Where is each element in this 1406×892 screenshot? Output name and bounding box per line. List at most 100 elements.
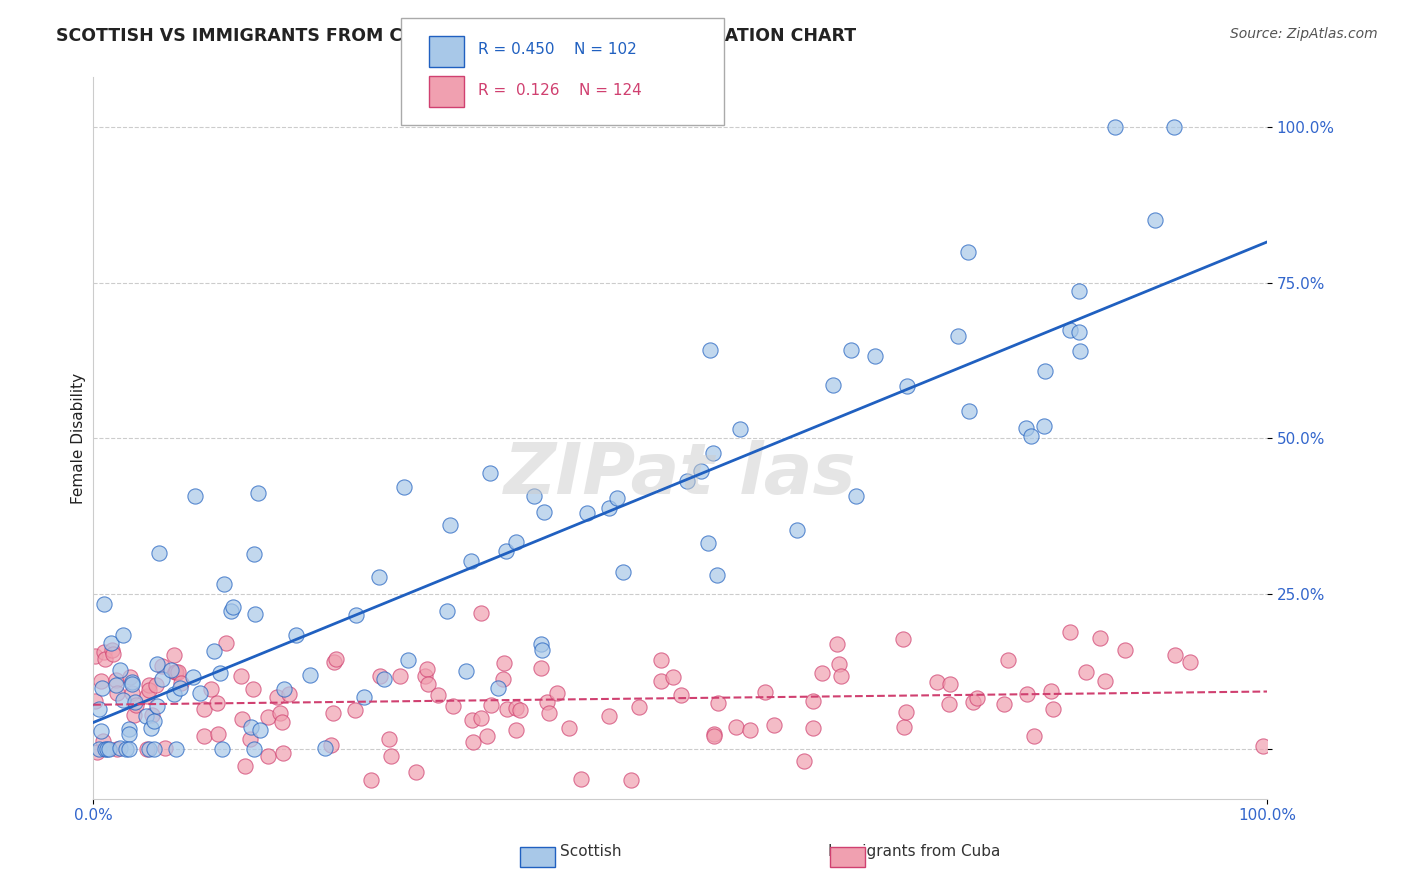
Point	[153, 740, 176, 755]
Point	[83, 693, 105, 707]
Point	[495, 544, 517, 558]
Point	[531, 643, 554, 657]
Point	[703, 729, 725, 743]
Point	[1074, 665, 1097, 679]
Point	[724, 720, 747, 734]
Point	[505, 534, 527, 549]
Point	[494, 656, 516, 670]
Point	[256, 709, 278, 723]
Point	[1017, 687, 1039, 701]
Point	[90, 673, 112, 688]
Point	[162, 687, 184, 701]
Point	[184, 489, 207, 503]
Point	[193, 702, 215, 716]
Point	[233, 759, 256, 773]
Point	[1069, 344, 1091, 359]
Point	[105, 678, 128, 692]
Point	[620, 773, 643, 788]
Text: R = 0.450    N = 102: R = 0.450 N = 102	[478, 42, 637, 56]
Point	[728, 422, 751, 436]
Point	[1143, 212, 1166, 227]
Point	[689, 464, 711, 478]
Point	[135, 709, 157, 723]
Point	[207, 727, 229, 741]
Point	[270, 714, 292, 729]
Point	[598, 501, 620, 516]
Point	[360, 773, 382, 788]
Point	[215, 635, 238, 649]
Point	[163, 648, 186, 662]
Point	[427, 688, 450, 702]
Point	[697, 536, 720, 550]
Point	[243, 607, 266, 621]
Point	[1033, 419, 1056, 434]
Point	[569, 772, 592, 787]
Point	[146, 657, 169, 671]
Point	[212, 577, 235, 591]
Point	[957, 244, 980, 259]
Point	[530, 660, 553, 674]
Point	[117, 723, 139, 737]
Point	[118, 727, 141, 741]
Text: R =  0.126    N = 124: R = 0.126 N = 124	[478, 84, 641, 98]
Point	[830, 668, 852, 682]
Point	[121, 677, 143, 691]
Point	[121, 686, 143, 700]
Point	[463, 735, 485, 749]
Point	[828, 657, 851, 671]
Point	[793, 754, 815, 768]
Point	[1090, 631, 1112, 645]
Point	[1251, 739, 1274, 753]
Point	[112, 627, 135, 641]
Point	[94, 742, 117, 756]
Point	[243, 742, 266, 756]
Point	[165, 742, 187, 756]
Point	[706, 568, 728, 582]
Point	[101, 643, 124, 657]
Point	[170, 675, 193, 690]
Point	[165, 665, 187, 679]
Point	[1067, 325, 1090, 339]
Point	[231, 712, 253, 726]
Point	[323, 655, 346, 669]
Point	[86, 745, 108, 759]
Point	[271, 746, 294, 760]
Point	[1114, 643, 1136, 657]
Point	[893, 720, 915, 734]
Point	[523, 489, 546, 503]
Point	[675, 474, 697, 488]
Point	[143, 742, 166, 756]
Point	[740, 723, 762, 738]
Point	[94, 652, 117, 666]
Point	[479, 698, 502, 712]
Point	[209, 666, 232, 681]
Point	[486, 681, 509, 695]
Point	[1015, 421, 1038, 435]
Point	[90, 681, 112, 695]
Point	[461, 713, 484, 727]
Point	[125, 698, 148, 712]
Point	[278, 687, 301, 701]
Point	[495, 702, 517, 716]
Point	[105, 742, 128, 756]
Point	[703, 726, 725, 740]
Point	[1178, 655, 1201, 669]
Point	[896, 378, 918, 392]
Point	[93, 645, 115, 659]
Point	[478, 467, 501, 481]
Point	[946, 329, 969, 343]
Point	[392, 480, 415, 494]
Point	[96, 742, 118, 756]
Point	[121, 674, 143, 689]
Point	[239, 731, 262, 746]
Point	[380, 748, 402, 763]
Point	[378, 731, 401, 746]
Point	[925, 675, 948, 690]
Point	[416, 677, 439, 691]
Point	[650, 653, 672, 667]
Point	[181, 669, 204, 683]
Point	[863, 349, 886, 363]
Point	[505, 723, 527, 738]
Point	[801, 721, 824, 735]
Point	[89, 742, 111, 756]
